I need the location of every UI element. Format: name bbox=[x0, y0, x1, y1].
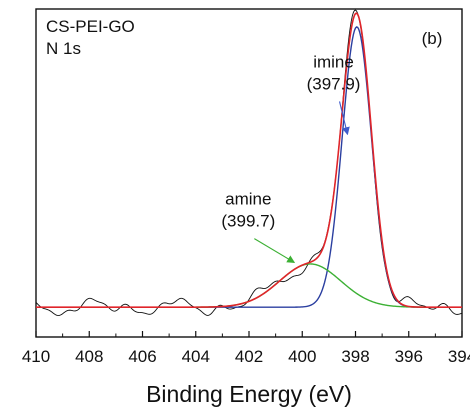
amine-label: amine bbox=[225, 190, 271, 209]
x-tick-label: 398 bbox=[341, 347, 369, 366]
x-tick-label: 396 bbox=[395, 347, 423, 366]
x-tick-label: 410 bbox=[22, 347, 50, 366]
panel-label: (b) bbox=[422, 29, 443, 48]
curves-group bbox=[35, 9, 463, 316]
x-tick-label: 402 bbox=[235, 347, 263, 366]
x-tick-label: 400 bbox=[288, 347, 316, 366]
imine-arrow bbox=[338, 101, 350, 136]
x-tick-label: 406 bbox=[128, 347, 156, 366]
x-axis-label: Binding Energy (eV) bbox=[146, 381, 352, 407]
imine-label: imine bbox=[313, 52, 354, 71]
plot-frame bbox=[35, 8, 463, 338]
imine-component-line bbox=[36, 26, 462, 308]
x-axis-ticks: 410 408 406 404 402 400 398 396 394 bbox=[22, 331, 470, 366]
sample-label: CS-PEI-GO bbox=[46, 17, 135, 36]
x-tick-label: 394 bbox=[448, 347, 470, 366]
envelope-fit-line bbox=[36, 12, 463, 308]
amine-arrow bbox=[254, 238, 296, 263]
raw-data-line bbox=[35, 9, 463, 316]
amine-position-label: (399.7) bbox=[221, 212, 275, 231]
x-tick-label: 404 bbox=[182, 347, 210, 366]
region-label: N 1s bbox=[46, 39, 81, 58]
x-tick-label: 408 bbox=[75, 347, 103, 366]
annotations-group: imine (397.9) amine (399.7) bbox=[221, 52, 361, 263]
imine-position-label: (397.9) bbox=[307, 74, 361, 93]
